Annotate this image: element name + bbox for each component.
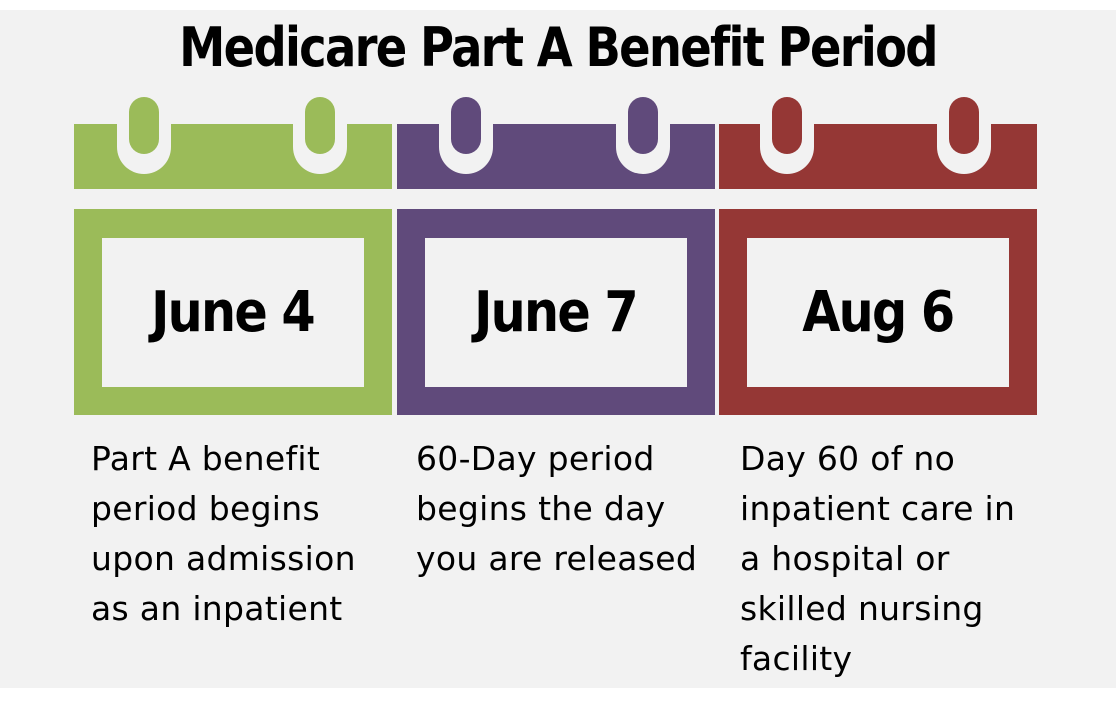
date-box: June 7 (425, 238, 687, 387)
binder-post-left (129, 97, 159, 154)
description-text: Day 60 of no inpatient care in a hospita… (740, 439, 1016, 678)
page-title: Medicare Part A Benefit Period (179, 16, 938, 79)
calendar-body: June 4 (74, 209, 392, 415)
binder-post-right (949, 97, 979, 154)
date-label: Aug 6 (802, 280, 955, 345)
binder-post-left (772, 97, 802, 154)
calendar-june-7: June 7 60-Day period begins the day you … (397, 0, 715, 706)
calendar-aug-6: Aug 6 Day 60 of no inpatient care in a h… (719, 0, 1037, 706)
date-box: Aug 6 (747, 238, 1009, 387)
date-box: June 4 (102, 238, 364, 387)
description-text: 60-Day period begins the day you are rel… (416, 439, 698, 578)
calendar-body: Aug 6 (719, 209, 1037, 415)
binder-post-left (451, 97, 481, 154)
calendar-june-4: June 4 Part A benefit period begins upon… (74, 0, 392, 706)
binder-post-right (305, 97, 335, 154)
calendar-body: June 7 (397, 209, 715, 415)
description-text: Part A benefit period begins upon admiss… (91, 439, 356, 628)
binder-post-right (628, 97, 658, 154)
date-label: June 4 (151, 280, 317, 345)
date-label: June 7 (474, 280, 640, 345)
